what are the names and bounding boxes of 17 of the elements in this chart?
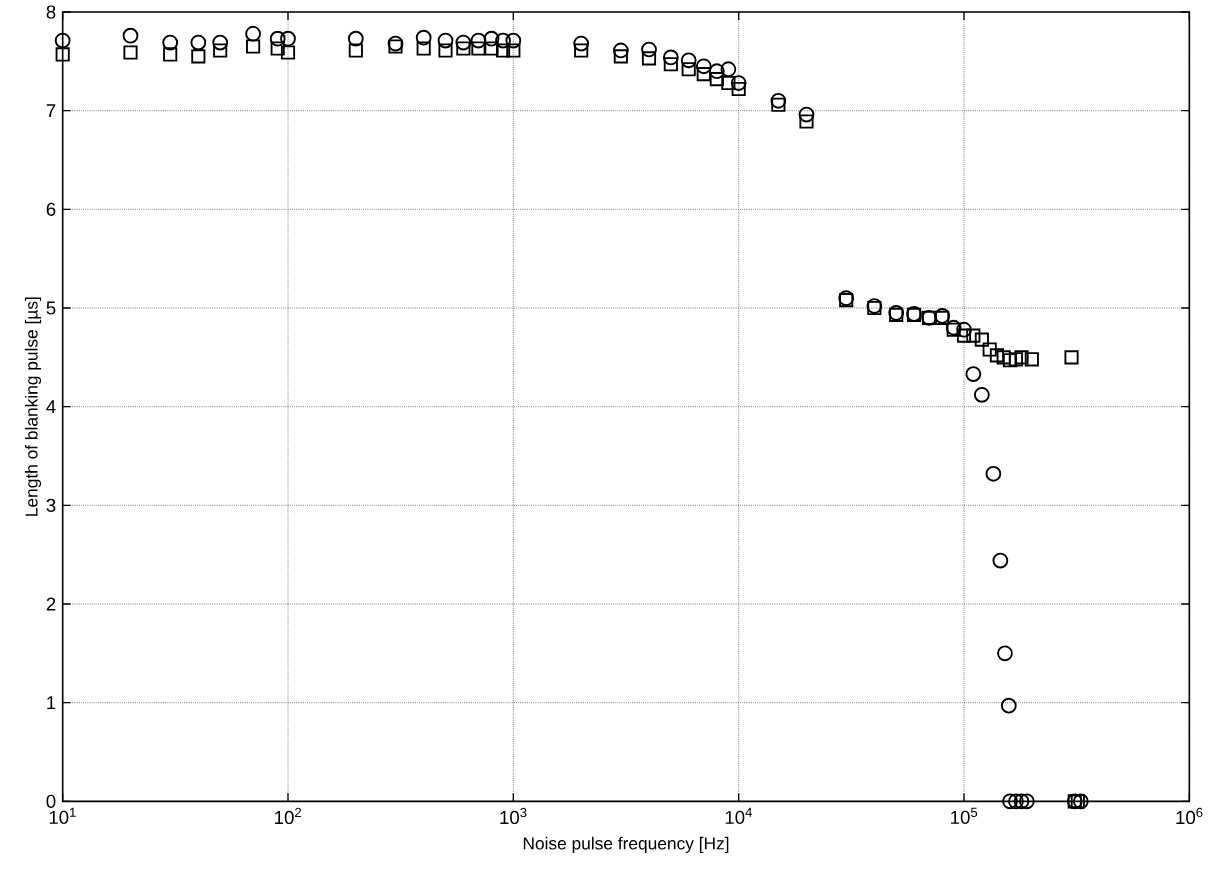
x-tick-label: 10$^{5}$ bbox=[951, 807, 978, 825]
y-tick-label: 5 bbox=[46, 301, 56, 315]
y-tick-label: 0 bbox=[46, 794, 56, 809]
y-tick-label: 4 bbox=[46, 400, 56, 414]
x-tick-label: 10$^{1}$ bbox=[49, 807, 76, 825]
y-tick-label: 8 bbox=[46, 5, 56, 19]
x-axis-title: Noise pulse frequency [Hz] bbox=[523, 836, 729, 854]
y-axis-title: Length of blanking pulse [µs] bbox=[24, 297, 42, 516]
x-tick-label: 10$^{6}$ bbox=[1176, 807, 1203, 825]
x-tick-label: 10$^{4}$ bbox=[725, 807, 752, 825]
y-tick-label: 3 bbox=[46, 498, 56, 513]
y-tick-label: 2 bbox=[46, 597, 56, 611]
y-tick-label: 7 bbox=[46, 104, 56, 118]
y-tick-label: 6 bbox=[46, 202, 56, 217]
x-tick-label: 10$^{2}$ bbox=[275, 807, 302, 825]
y-tick-label: 1 bbox=[47, 696, 56, 710]
x-tick-label: 10$^{3}$ bbox=[500, 807, 527, 825]
